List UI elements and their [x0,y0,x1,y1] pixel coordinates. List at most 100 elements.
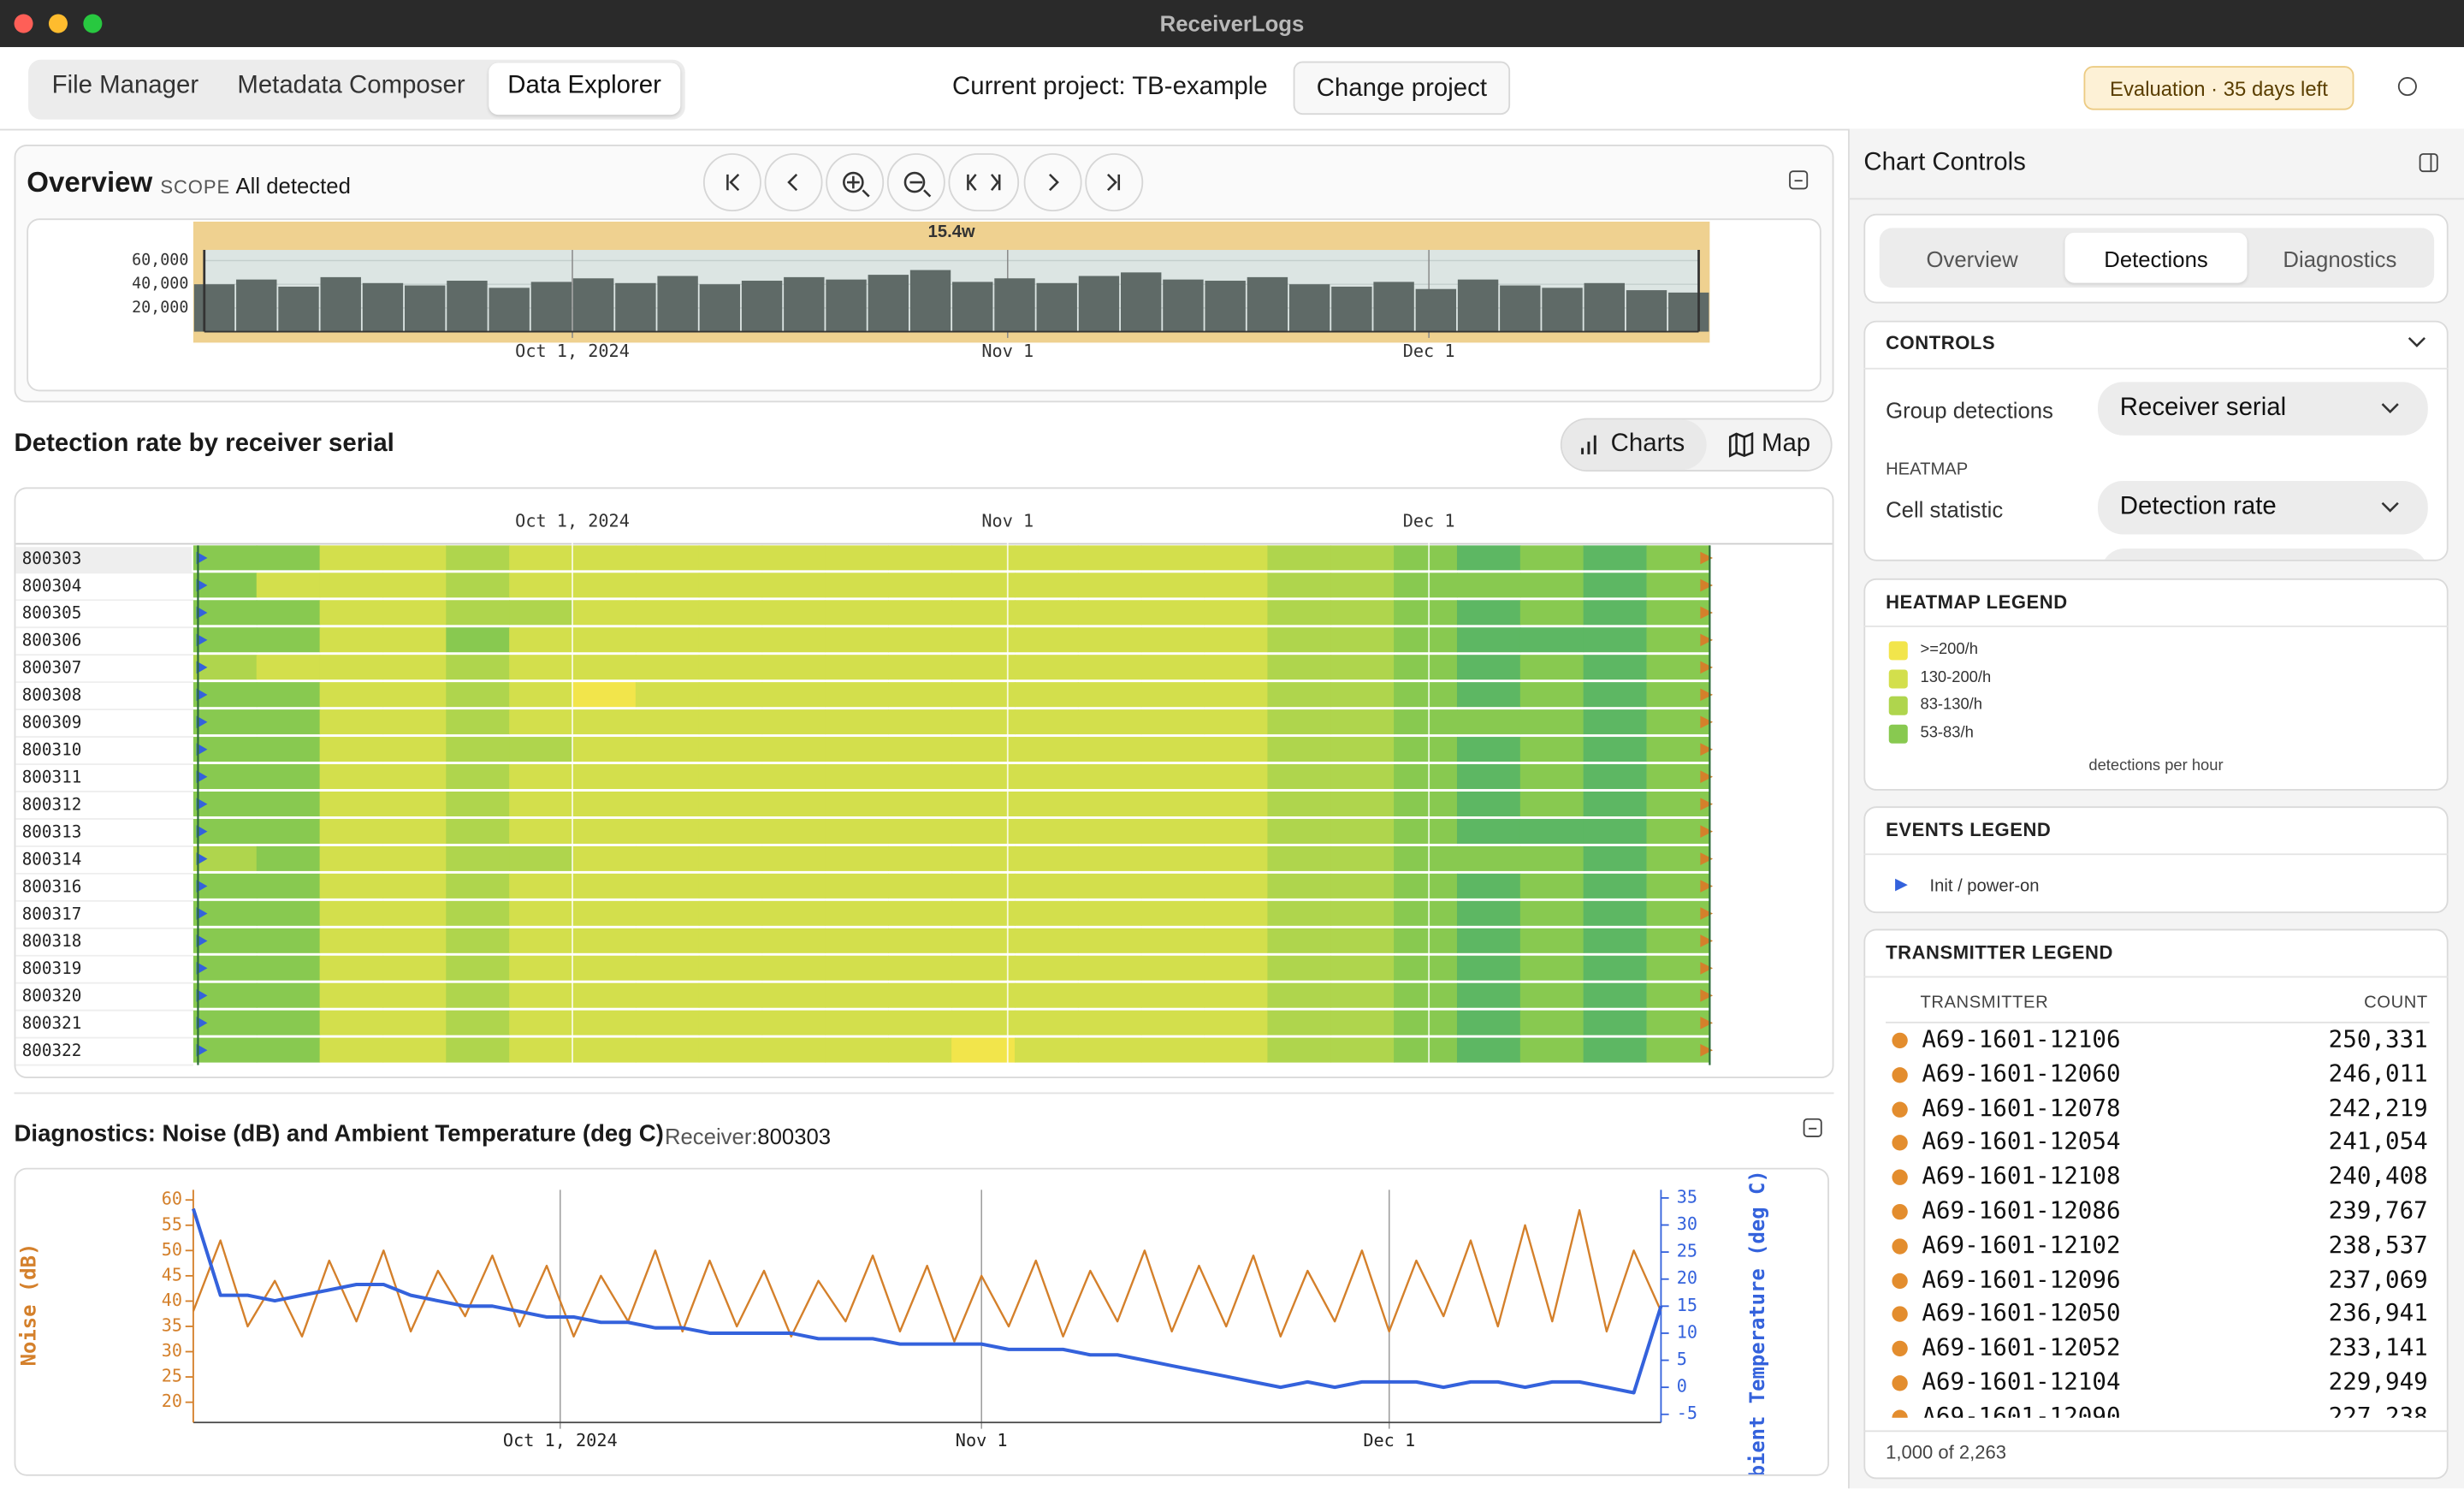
nav-icon[interactable] [843,171,870,198]
heatmap-cell [825,791,890,817]
heatmap-cell [256,900,321,926]
transmitter-count: 233,141 [2328,1332,2428,1361]
heatmap-cell [951,1010,1016,1035]
heatmap-cell [572,1010,637,1035]
heatmap-cell [1519,818,1584,844]
heatmap-cell [572,1037,637,1063]
nav-icon[interactable] [1049,173,1059,192]
heatmap-cell [1330,545,1395,571]
cell-select[interactable]: Detection rate [2098,481,2428,535]
heatmap-cell [509,545,573,571]
transmitter-count: 250,331 [2328,1024,2428,1053]
transmitter-id: A69-1601-12086 [1922,1195,2121,1225]
heatmap-cell [1014,791,1079,817]
transmitter-id: A69-1601-12090 [1922,1401,2121,1418]
heatmap-cell [1330,572,1395,598]
heatmap-cell [572,818,637,844]
nav-icon[interactable] [967,174,1001,192]
diagnostics-chart: Oct 1, 2024 Nov 1 Dec 1202530354045505560-… [16,1170,1768,1474]
tab[interactable]: Metadata Composer [237,72,465,99]
heatmap-cell [572,873,637,899]
heatmap-cell [1204,709,1269,735]
legend-dot [1892,1272,1908,1289]
heatmap-cell [888,709,952,735]
heatmap-cell [761,900,826,926]
nav-icon[interactable] [787,173,798,192]
zoom-button[interactable] [83,14,103,33]
heatmap-cell [951,545,1016,571]
heatmap-cell [698,709,763,735]
event-marker [196,743,208,756]
heatmap-cell [1077,655,1142,680]
heatmap-cell [1267,900,1331,926]
panel-tab[interactable]: Detections [2104,246,2208,272]
icon-path [726,173,740,192]
transmitter-id: A69-1601-12060 [1922,1059,2121,1088]
diagnostics-title: Diagnostics: Noise (dB) and Ambient Temp… [14,1120,664,1148]
heatmap-cell [446,873,510,899]
heatmap-cell [1140,818,1205,844]
heatmap-cell [256,600,321,626]
heatmap-cell [1519,764,1584,790]
heatmap-cell [1646,655,1711,680]
heatmap-cell [382,682,447,708]
y2-tick-label: 10 [1677,1321,1697,1342]
status-icon[interactable] [2397,77,2417,97]
cell-label: Cell statistic [1886,496,2004,522]
tab[interactable]: Data Explorer [507,72,661,99]
select-partial [2100,549,2428,560]
charts-button[interactable]: Charts [1610,430,1685,458]
collapse-icon[interactable] [2419,152,2441,175]
heatmap-cell [1646,1037,1711,1063]
heatmap-cell [951,709,1016,735]
heatmap-cell [635,655,700,680]
heatmap-cell [951,873,1016,899]
map-icon [1728,432,1754,458]
export-icon[interactable] [1788,169,1810,192]
event-marker [196,551,208,565]
heatmap-cell [1456,791,1521,817]
legend-swatch [1888,641,1908,661]
panel-tab[interactable]: Diagnostics [2283,246,2397,272]
table-footer: 1,000 of 2,263 [1886,1441,2007,1464]
row-label: 800318 [22,931,82,951]
heatmap-cell [698,682,763,708]
heatmap-cell [446,1037,510,1063]
heatmap-cell [1583,572,1648,598]
evaluation-badge: Evaluation · 35 days left [2083,66,2354,110]
bar [826,279,867,332]
heatmap-cell [635,845,700,871]
heatmap-cell [1646,572,1711,598]
heatmap-cell [698,737,763,762]
close-button[interactable] [14,14,33,33]
heatmap-cell [1646,764,1711,790]
bar [868,275,909,332]
change-project-button[interactable]: Change project [1293,61,1511,116]
heatmap-cell [1394,682,1458,708]
map-button[interactable]: Map [1761,430,1811,458]
heatmap-cell [382,955,447,981]
nav-icon[interactable] [903,171,932,198]
event-marker [1700,989,1714,1002]
nav-icon[interactable] [726,173,740,192]
heatmap-cell [509,982,573,1008]
heatmap-cell [825,873,890,899]
export-icon[interactable] [1803,1118,1825,1140]
column-header: TRANSMITTER [1920,993,2049,1012]
tab[interactable]: File Manager [51,72,199,99]
group-select[interactable]: Receiver serial [2098,382,2428,436]
heatmap-cell [319,655,384,680]
heatmap-cell [1456,709,1521,735]
heatmap-cell [572,627,637,653]
transmitter-id: A69-1601-12104 [1922,1367,2121,1397]
panel-tab[interactable]: Overview [1926,246,2018,272]
minimize-button[interactable] [48,14,68,33]
heatmap-legend-title: HEATMAP LEGEND [1886,590,2068,614]
chevron[interactable] [2408,335,2426,350]
heatmap-cell [1267,791,1331,817]
y-tick-label: 20,000 [132,299,188,317]
nav-icon[interactable] [1106,173,1121,192]
heatmap-cell [1519,682,1584,708]
transmitter-id: A69-1601-12108 [1922,1161,2121,1190]
